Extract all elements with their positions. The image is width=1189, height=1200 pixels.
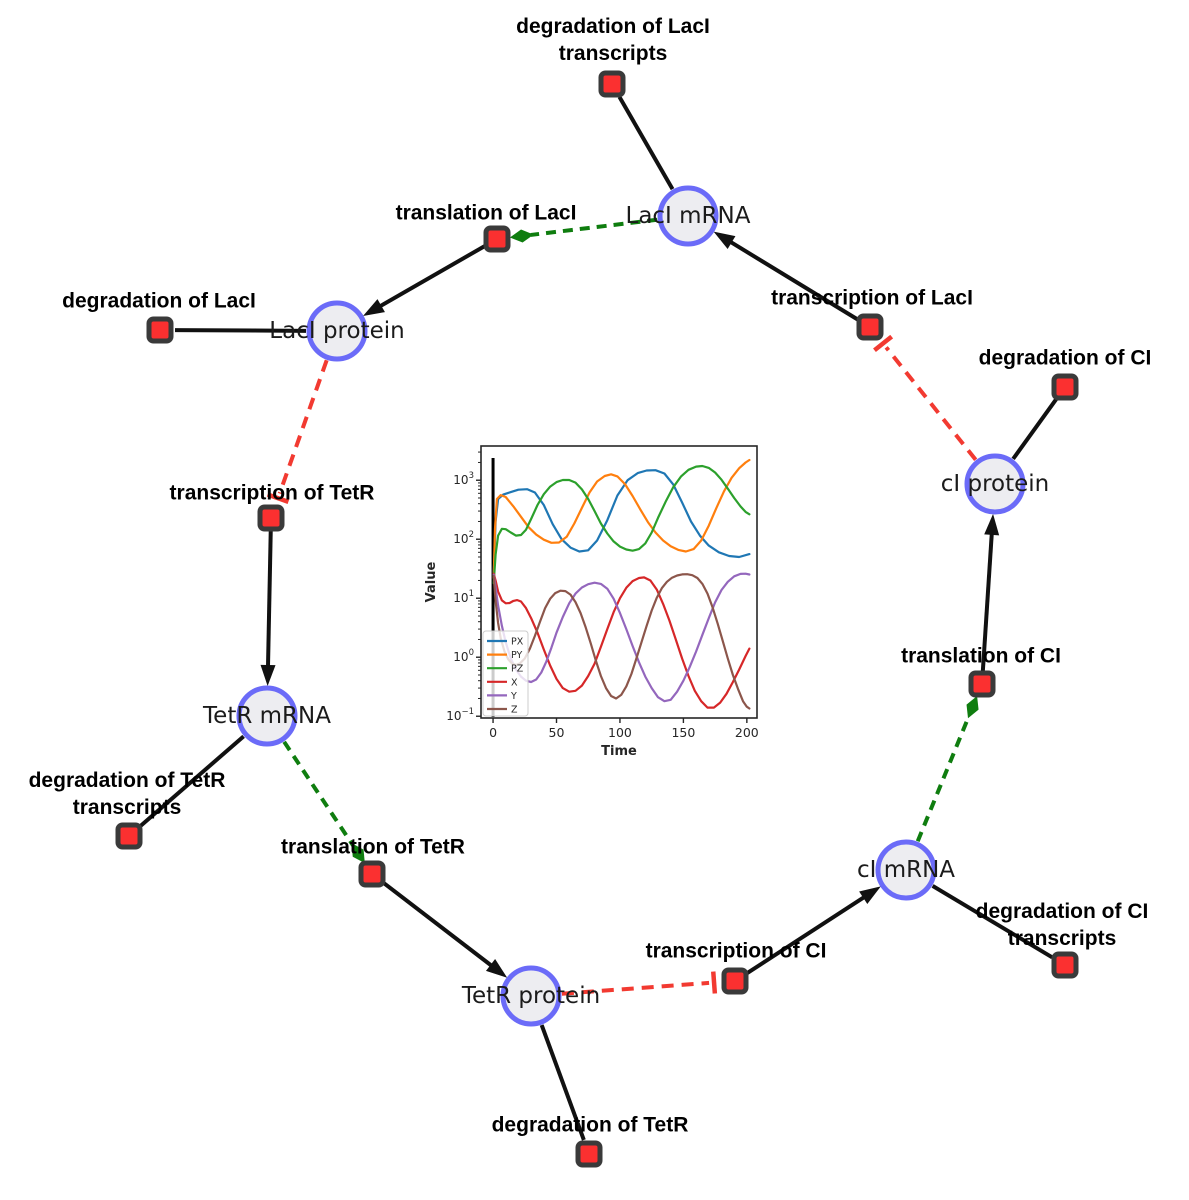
plot-frame (480, 445, 758, 719)
tbar-icon (266, 492, 290, 504)
edge-inhibition (561, 980, 710, 996)
reaction-node-deg-laci[interactable] (146, 316, 174, 344)
y-axis-title: Value (424, 561, 439, 602)
edge-consumption (1011, 397, 1058, 461)
nodes-layer (115, 70, 1079, 1168)
timeseries-plot: 0 50 100 150 20010−1100101102103TimeValuePXP… (424, 445, 759, 759)
legend-label-py: PY (511, 650, 523, 661)
diamond-arrowhead-icon (509, 229, 534, 243)
y-tick-label: 102 (453, 530, 474, 546)
edge-inhibition (884, 346, 978, 461)
edge-consumption (139, 734, 245, 828)
edge-modifier (530, 217, 658, 237)
edge-modifier (282, 740, 355, 847)
arrowhead-icon (363, 299, 385, 317)
reaction-node-transc-tetr[interactable] (257, 504, 285, 532)
edge-production (727, 238, 860, 322)
y-tick-label: 101 (453, 589, 474, 605)
edge-consumption (174, 328, 307, 333)
species-node-laci-protein[interactable] (306, 300, 368, 362)
series-line-px (492, 469, 751, 576)
reaction-node-transl-ci[interactable] (968, 670, 996, 698)
tbar-icon (711, 971, 718, 994)
species-node-laci-mrna[interactable] (657, 185, 719, 247)
reaction-node-deg-tetr[interactable] (575, 1140, 603, 1168)
tbar-icon (873, 334, 894, 353)
edge-production (265, 530, 273, 670)
x-tick-label: 150 (671, 725, 695, 740)
legend-label-y: Y (510, 691, 517, 702)
reaction-node-deg-laci-tx[interactable] (598, 70, 626, 98)
x-tick-label: 100 (608, 725, 632, 740)
arrowhead-icon (984, 513, 1000, 536)
edge-modifier (915, 714, 971, 843)
edge-inhibition (277, 359, 329, 495)
y-tick-label: 100 (453, 648, 474, 664)
reaction-node-deg-ci-tx[interactable] (1051, 951, 1079, 979)
series-line-py (492, 458, 751, 580)
reaction-node-transc-ci[interactable] (721, 967, 749, 995)
arrowhead-icon (485, 959, 508, 978)
legend-label-z: Z (511, 705, 518, 716)
edge-production (980, 530, 994, 672)
y-tick-label: 103 (453, 471, 474, 487)
reaction-node-deg-ci[interactable] (1051, 373, 1079, 401)
edge-production (381, 880, 495, 969)
reaction-node-deg-tetr-tx[interactable] (115, 822, 143, 850)
diamond-arrowhead-icon (351, 843, 365, 864)
reaction-node-transc-laci[interactable] (856, 313, 884, 341)
edge-production (376, 243, 487, 310)
edges-layer (139, 96, 1058, 1141)
species-node-tetr-protein[interactable] (500, 965, 562, 1027)
edge-consumption (931, 884, 1054, 960)
arrowhead-icon (260, 664, 276, 687)
legend: PX PY PZ XYZ (482, 630, 529, 717)
series-line-x (492, 572, 751, 709)
species-node-ci-protein[interactable] (964, 453, 1026, 515)
x-axis-title: Time (601, 744, 637, 759)
reaction-node-transl-laci[interactable] (483, 225, 511, 253)
reaction-node-transl-tetr[interactable] (358, 860, 386, 888)
series-line-pz (492, 464, 751, 585)
arrowhead-icon (713, 231, 736, 249)
y-tick-label: 10−1 (446, 707, 474, 723)
x-tick-label: 200 (735, 725, 759, 740)
arrowhead-icon (859, 886, 881, 905)
legend-label-x: X (511, 677, 518, 688)
legend-label-pz: PZ (511, 664, 524, 675)
legend-label-px: PX (511, 637, 524, 648)
species-node-tetr-mrna[interactable] (236, 685, 298, 747)
species-node-ci-mrna[interactable] (875, 839, 937, 901)
edge-consumption (617, 96, 675, 191)
diamond-arrowhead-icon (966, 696, 979, 719)
x-tick-label: 0 (489, 725, 497, 740)
edge-consumption (539, 1024, 586, 1141)
x-tick-label: 50 (549, 725, 565, 740)
edge-production (744, 893, 868, 976)
